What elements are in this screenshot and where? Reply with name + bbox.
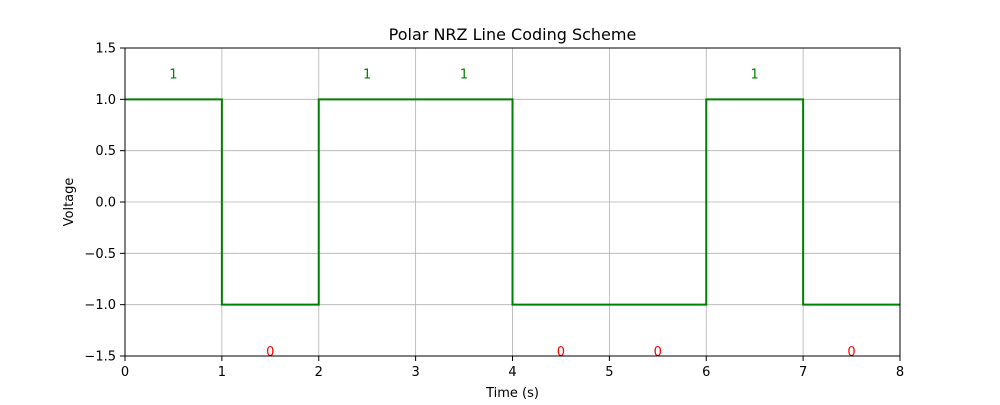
x-axis: 0 1 2 3 4 5 6 7 8 <box>121 356 904 380</box>
x-tick-label: 0 <box>121 365 129 380</box>
bit-label: 1 <box>169 68 177 83</box>
y-axis-label: Voltage <box>62 178 77 227</box>
series-line-0 <box>125 98 900 306</box>
y-tick-label: −1.0 <box>84 298 116 313</box>
bit-labels: 1 0 1 1 0 0 1 0 <box>169 68 855 360</box>
chart-title: Polar NRZ Line Coding Scheme <box>389 25 637 44</box>
y-axis: −1.5 −1.0 −0.5 0.0 0.5 1.0 1.5 <box>84 42 125 365</box>
x-tick-label: 3 <box>411 365 419 380</box>
x-tick-label: 2 <box>315 365 323 380</box>
x-tick-label: 6 <box>702 365 710 380</box>
series-group <box>125 98 900 306</box>
bit-label: 0 <box>557 345 565 360</box>
bit-label: 0 <box>266 345 274 360</box>
y-tick-label: −1.5 <box>84 350 116 365</box>
bit-label: 1 <box>363 68 371 83</box>
x-tick-label: 5 <box>605 365 613 380</box>
y-tick-label: 0.5 <box>95 144 116 159</box>
bit-label: 1 <box>751 68 759 83</box>
bit-label: 1 <box>460 68 468 83</box>
y-tick-label: 1.0 <box>95 93 116 108</box>
bit-label: 0 <box>847 345 855 360</box>
x-tick-label: 7 <box>799 365 807 380</box>
y-tick-label: 0.0 <box>95 196 116 211</box>
x-tick-label: 4 <box>508 365 516 380</box>
y-tick-label: −0.5 <box>84 247 116 262</box>
bit-label: 0 <box>654 345 662 360</box>
x-tick-label: 8 <box>896 365 904 380</box>
y-tick-label: 1.5 <box>95 42 116 57</box>
x-axis-label: Time (s) <box>485 386 539 400</box>
x-tick-label: 1 <box>218 365 226 380</box>
